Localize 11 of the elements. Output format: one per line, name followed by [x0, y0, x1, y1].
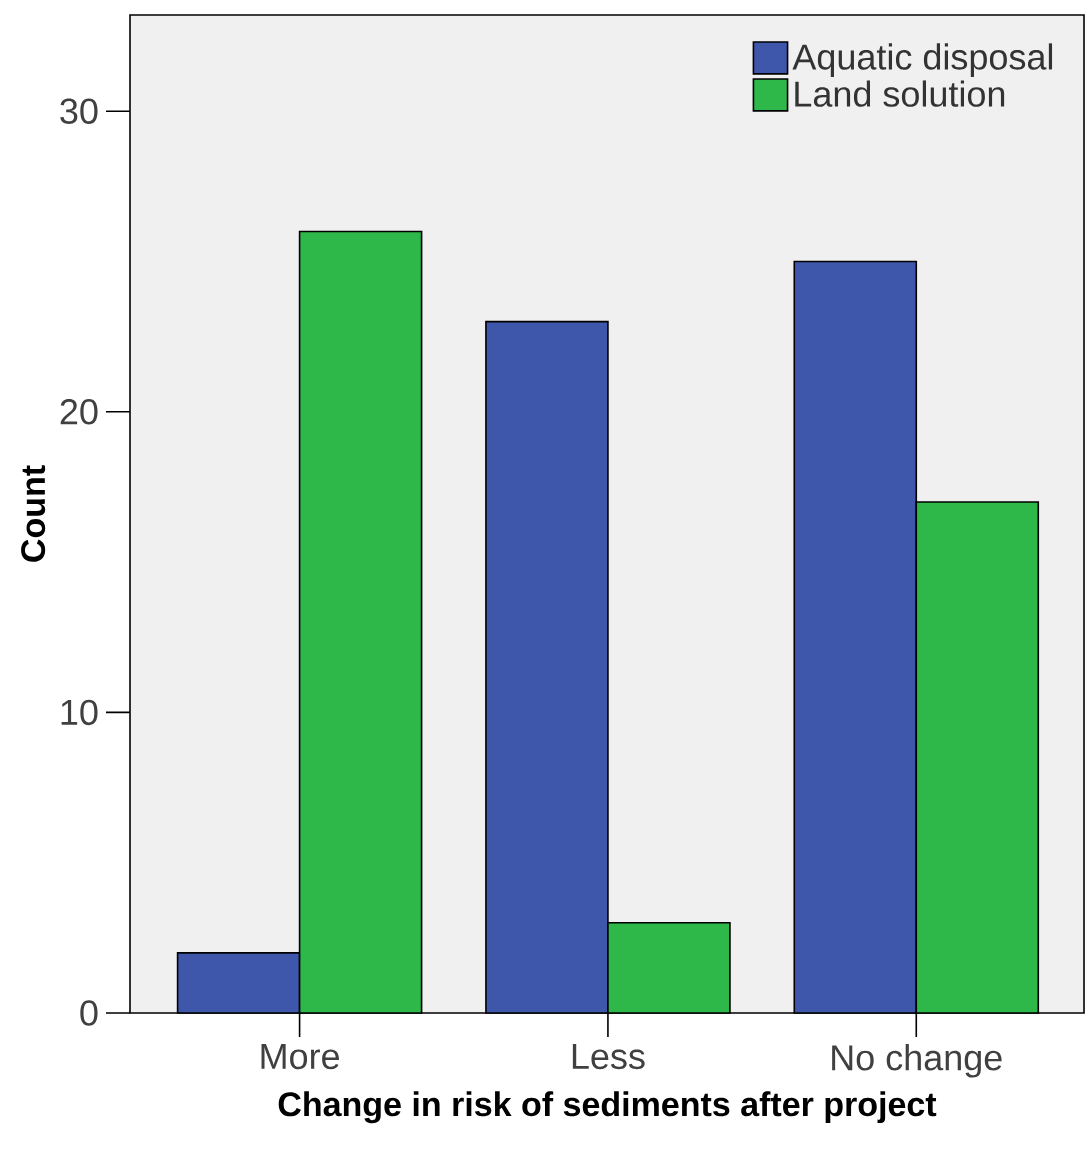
y-tick-label: 10 — [61, 699, 98, 726]
legend-label: Land solution — [795, 80, 1005, 107]
x-tick-label: Less — [572, 1044, 645, 1070]
y-axis-title: Count — [21, 465, 46, 562]
y-tick-label: 20 — [60, 399, 98, 425]
legend-label: Aquatic disposal — [792, 43, 1053, 77]
x-tick-label: No change — [832, 1044, 1002, 1078]
y-tick-label: 30 — [60, 98, 98, 124]
x-tick-label: More — [261, 1044, 339, 1070]
y-tick-label: 0 — [80, 1000, 98, 1026]
x-axis-title: Change in risk of sediments after project — [278, 1091, 937, 1124]
